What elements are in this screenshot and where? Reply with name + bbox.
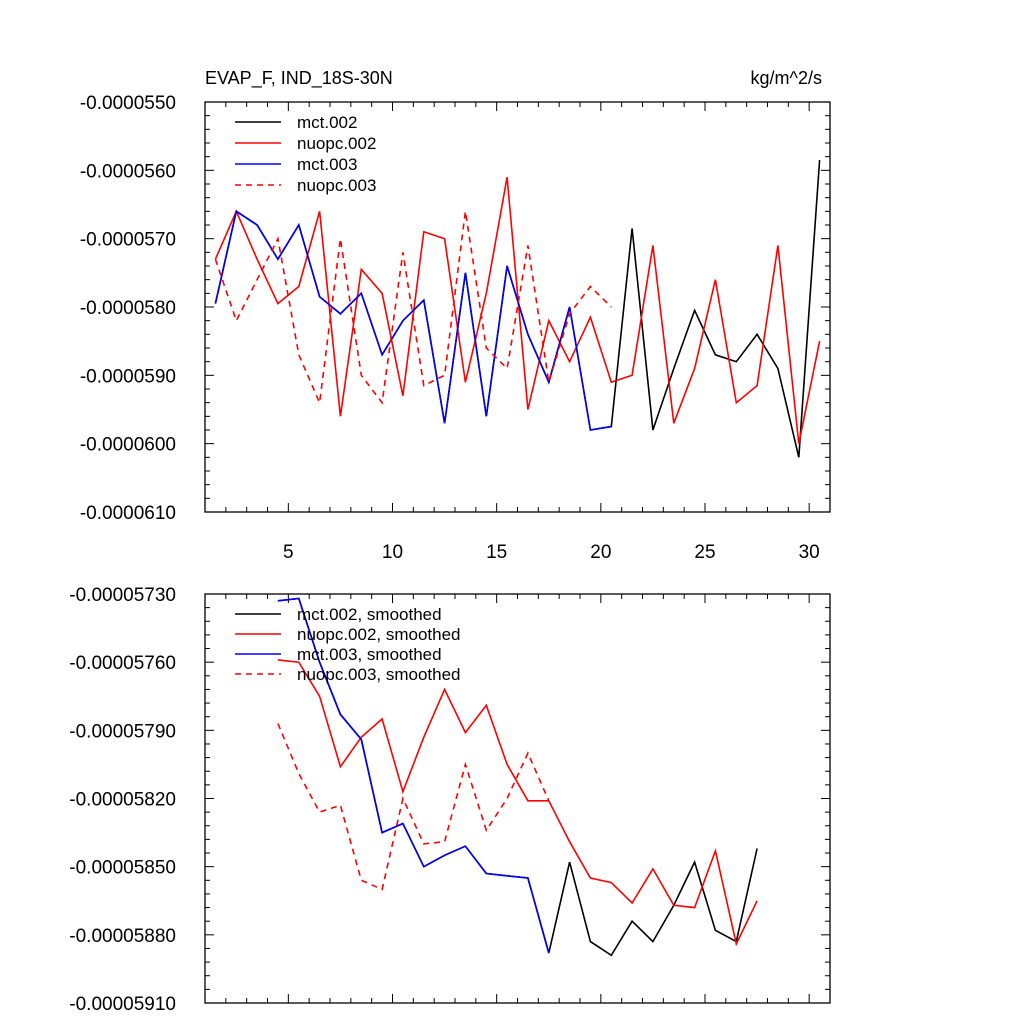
panel-2-y-tick-label: -0.00005910 xyxy=(69,994,176,1015)
panel-2-legend-label-nuopc-003-smoothed: nuopc.003, smoothed xyxy=(297,665,461,684)
panel-2-y-tick-label: -0.00005760 xyxy=(69,653,176,674)
panel-1-y-tick-label: -0.0000590 xyxy=(80,366,176,387)
panel-1-x-tick-label: 15 xyxy=(486,542,507,563)
panel-1-x-tick-label: 10 xyxy=(382,542,403,563)
panel-2-legend-label-mct-002-smoothed: mct.002, smoothed xyxy=(297,605,442,624)
panel-1-legend-label-mct-002: mct.002 xyxy=(297,113,357,132)
panel-1-series-group xyxy=(214,160,821,458)
panel-2-series-group xyxy=(277,597,758,957)
panel-2-legend-label-nuopc-002-smoothed: nuopc.002, smoothed xyxy=(297,625,461,644)
panel-2-y-tick-label: -0.00005820 xyxy=(69,790,176,811)
panel-1-y-tick-label: -0.0000560 xyxy=(80,161,176,182)
panel-1-y-tick-label: -0.0000600 xyxy=(80,435,176,456)
panel-2: -0.00005730 -0.00005760 -0.00005790 -0.0000… xyxy=(69,585,831,1015)
panel-1-series-nuopc-003 xyxy=(214,211,612,406)
panel-1-units: kg/m^2/s xyxy=(751,68,822,88)
panel-1-y-tick-label: -0.0000580 xyxy=(80,298,176,319)
panel-1-y-tick-label: -0.0000570 xyxy=(80,230,176,251)
panel-1-series-mct-003 xyxy=(214,209,612,431)
panel-2-y-tick-label: -0.00005850 xyxy=(69,858,176,879)
panel-1-legend-label-mct-003: mct.003 xyxy=(297,155,357,174)
panel-2-y-tick-label: -0.00005880 xyxy=(69,926,176,947)
panel-1-series-nuopc-002 xyxy=(214,177,821,444)
panel-2-series-nuopc-003-smoothed xyxy=(277,723,550,891)
panel-1-x-tick-label: 30 xyxy=(799,542,820,563)
panel-2-y-tick-label: -0.00005790 xyxy=(69,721,176,742)
panel-1-x-tick-label: 5 xyxy=(283,542,294,563)
panel-2-y-tick-label: -0.00005730 xyxy=(69,585,176,606)
panel-1-x-tick-label: 20 xyxy=(590,542,611,563)
panel-2-legend-label-mct-003-smoothed: mct.003, smoothed xyxy=(297,645,442,664)
panel-1-title: EVAP_F, IND_18S-30N xyxy=(205,68,393,89)
panel-2-series-mct-003-smoothed xyxy=(277,597,550,954)
panel-1: -0.0000550 -0.0000560 -0.0000570 -0.0000580… xyxy=(80,68,831,563)
panel-1-x-tick-label: 25 xyxy=(694,542,715,563)
panel-1-legend-label-nuopc-002: nuopc.002 xyxy=(297,134,376,153)
panel-1-legend-label-nuopc-003: nuopc.003 xyxy=(297,176,376,195)
panel-1-y-tick-label: -0.0000610 xyxy=(80,503,176,524)
panel-1-y-tick-label: -0.0000550 xyxy=(80,93,176,114)
panel-2-series-nuopc-002-smoothed xyxy=(277,659,758,947)
